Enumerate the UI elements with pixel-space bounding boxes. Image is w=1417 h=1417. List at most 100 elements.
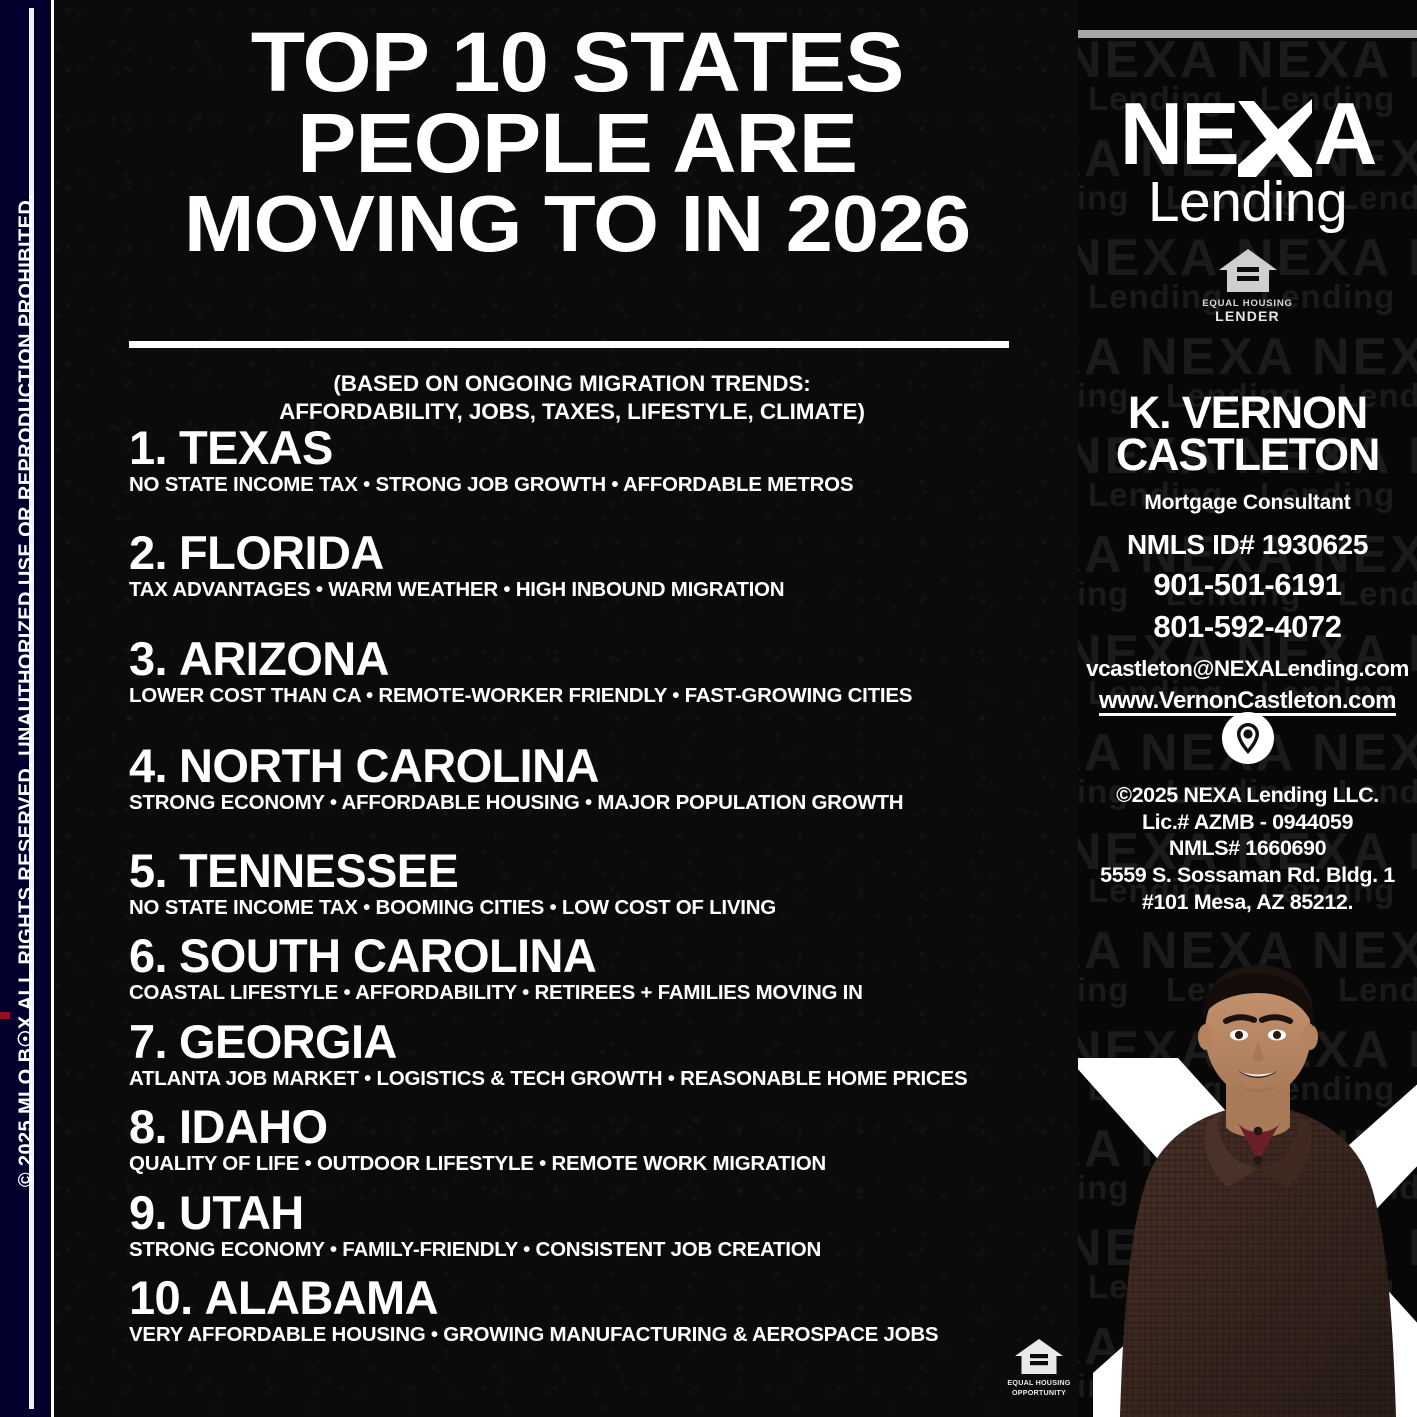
equal-housing-opportunity-badge: EQUAL HOUSING OPPORTUNITY: [1000, 1337, 1078, 1398]
rank-item: 8. IDAHO QUALITY OF LIFE • OUTDOOR LIFESTY…: [129, 1100, 826, 1176]
rank-number: 5.: [129, 844, 168, 897]
rank-item: 2. FLORIDA TAX ADVANTAGES • WARM WEATHER •…: [129, 526, 785, 602]
watermark-nexa-text: NEXA: [1078, 328, 1125, 386]
watermark-nexa-text: NEXA: [1408, 1218, 1417, 1278]
page-title: TOP 10 STATES PEOPLE ARE MOVING TO IN 20…: [100, 15, 1054, 268]
rank-description: ATLANTA JOB MARKET • LOGISTICS & TECH GR…: [129, 1067, 968, 1091]
rank-state-label: TEXAS: [179, 421, 333, 474]
address-line-2: Lic.# AZMB - 0944059: [1141, 809, 1354, 834]
company-address: ©2025 NEXA Lending LLC. Lic.# AZMB - 094…: [1078, 782, 1417, 915]
copyright-text: © 2025 MLO B☉X ALL RIGHTS RESERVED. UNAU…: [15, 193, 38, 1188]
rank-item: 9. UTAH STRONG ECONOMY • FAMILY-FRIENDLY •…: [129, 1186, 821, 1262]
headline-line-2: PEOPLE ARE: [296, 96, 858, 191]
nexa-letters-ne: NE: [1119, 84, 1240, 183]
nexa-logo: NE A Lending EQUAL HOUSING LENDER: [1078, 88, 1417, 324]
rank-state-name: 3. ARIZONA: [129, 632, 912, 685]
rank-state-label: TENNESSEE: [179, 844, 459, 897]
rail-hairline: [29, 8, 34, 1409]
ehl-lender-line-2: LENDER: [1215, 308, 1280, 324]
rank-description: LOWER COST THAN CA • REMOTE-WORKER FRIEN…: [129, 684, 913, 708]
rank-description: NO STATE INCOME TAX • STRONG JOB GROWTH …: [129, 473, 854, 497]
rank-state-label: ARIZONA: [179, 632, 390, 685]
agent-name-line-1: K. VERNON: [1127, 387, 1368, 438]
rank-state-label: GEORGIA: [179, 1015, 397, 1068]
rank-number: 4.: [129, 739, 168, 792]
address-line-4: 5559 S. Sossaman Rd. Bldg. 1: [1100, 862, 1395, 887]
subtitle-line-2: AFFORDABILITY, JOBS, TAXES, LIFESTYLE, C…: [279, 398, 865, 424]
brand-sidebar: NEXALendingNEXALendingNEXALendingNEXALen…: [1078, 0, 1417, 1417]
watermark-nexa-text: NEXA: [1408, 30, 1417, 90]
rank-item: 6. SOUTH CAROLINA COASTAL LIFESTYLE • AFFO…: [129, 929, 863, 1005]
ehl-lender-line-1: EQUAL HOUSING: [1202, 298, 1293, 309]
rank-state-name: 5. TENNESSEE: [129, 844, 776, 897]
rank-state-name: 4. NORTH CAROLINA: [129, 739, 903, 792]
rank-state-name: 1. TEXAS: [129, 421, 853, 474]
rank-number: 6.: [129, 929, 168, 982]
agent-phone-primary[interactable]: 901-501-6191: [1153, 566, 1342, 602]
rank-state-label: IDAHO: [179, 1100, 328, 1153]
rank-state-label: FLORIDA: [179, 526, 384, 579]
rank-description: STRONG ECONOMY • AFFORDABLE HOUSING • MA…: [129, 791, 904, 815]
ehl-opportunity-line-1: EQUAL HOUSING: [1007, 1378, 1071, 1387]
rank-item: 10. ALABAMA VERY AFFORDABLE HOUSING • GROW…: [129, 1271, 939, 1347]
agent-contact-card: K. VERNON CASTLETON Mortgage Consultant …: [1078, 387, 1417, 715]
agent-website-link[interactable]: www.VernonCastleton.com: [1099, 686, 1397, 714]
rank-description: NO STATE INCOME TAX • BOOMING CITIES • L…: [129, 896, 776, 920]
rank-item: 5. TENNESSEE NO STATE INCOME TAX • BOOMING…: [129, 844, 776, 920]
watermark-nexa-text: NEXA: [1236, 31, 1393, 89]
rank-state-name: 2. FLORIDA: [129, 526, 784, 579]
agent-nmls-id: NMLS ID# 1930625: [1126, 528, 1369, 560]
address-line-5: #101 Mesa, AZ 85212.: [1141, 889, 1354, 914]
rank-number: 9.: [129, 1186, 168, 1239]
rank-item: 7. GEORGIA ATLANTA JOB MARKET • LOGISTICS …: [129, 1015, 968, 1091]
rank-description: COASTAL LIFESTYLE • AFFORDABILITY • RETI…: [129, 981, 863, 1005]
watermark-nexa-text: NEXA: [1312, 328, 1417, 386]
address-line-1: ©2025 NEXA Lending LLC.: [1116, 783, 1379, 807]
subtitle-line-1: (BASED ON ONGOING MIGRATION TRENDS:: [333, 371, 811, 396]
headline-line-3: MOVING TO IN 2026: [183, 178, 971, 268]
agent-phone-secondary[interactable]: 801-592-4072: [1153, 609, 1342, 645]
rank-item: 4. NORTH CAROLINA STRONG ECONOMY • AFFORDA…: [129, 739, 904, 815]
nexa-lending-subtitle: Lending: [1147, 170, 1348, 234]
address-line-3: NMLS# 1660690: [1168, 836, 1327, 861]
nexa-x-icon: [1237, 99, 1312, 177]
location-pin-icon: [1221, 712, 1274, 764]
rank-state-name: 10. ALABAMA: [129, 1271, 938, 1324]
agent-name-line-2: CASTLETON: [1115, 429, 1381, 481]
rank-item: 1. TEXAS NO STATE INCOME TAX • STRONG JOB …: [129, 421, 854, 497]
rank-state-name: 9. UTAH: [129, 1186, 821, 1239]
subtitle: (BASED ON ONGOING MIGRATION TRENDS: AFFO…: [167, 370, 977, 426]
rank-state-label: SOUTH CAROLINA: [179, 929, 597, 982]
title-divider: [129, 341, 1009, 348]
watermark-nexa-text: NEXA: [1408, 1020, 1417, 1080]
rank-description: STRONG ECONOMY • FAMILY-FRIENDLY • CONSI…: [129, 1238, 821, 1262]
agent-job-title: Mortgage Consultant: [1144, 490, 1351, 514]
main-content: TOP 10 STATES PEOPLE ARE MOVING TO IN 20…: [57, 0, 1078, 1417]
agent-portrait-photo: [1120, 965, 1396, 1417]
headline-line-1: TOP 10 STATES: [250, 15, 905, 109]
rank-number: 1.: [129, 421, 168, 474]
ehl-opportunity-line-2: OPPORTUNITY: [1011, 1388, 1067, 1398]
rank-item: 3. ARIZONA LOWER COST THAN CA • REMOTE-WOR…: [129, 632, 913, 708]
house-icon: [1218, 249, 1277, 292]
watermark-nexa-text: NEXA: [1140, 328, 1297, 386]
rank-description: VERY AFFORDABLE HOUSING • GROWING MANUFA…: [129, 1323, 939, 1347]
rail-red-tick: [0, 1012, 10, 1019]
house-icon: [1015, 1339, 1063, 1374]
rank-description: TAX ADVANTAGES • WARM WEATHER • HIGH INB…: [129, 578, 785, 602]
rank-number: 2.: [129, 526, 168, 579]
rank-state-label: NORTH CAROLINA: [179, 739, 599, 792]
rank-state-name: 8. IDAHO: [129, 1100, 826, 1153]
watermark-nexa-text: NEXA: [1078, 31, 1221, 89]
rank-number: 7.: [129, 1015, 168, 1068]
rank-state-name: 7. GEORGIA: [129, 1015, 967, 1068]
nexa-wordmark: NE A: [1078, 88, 1417, 180]
copyright-rail: © 2025 MLO B☉X ALL RIGHTS RESERVED. UNAU…: [0, 0, 54, 1417]
location-pin-wrapper: [1078, 712, 1417, 769]
rank-description: QUALITY OF LIFE • OUTDOOR LIFESTYLE • RE…: [129, 1152, 826, 1176]
nexa-letter-a: A: [1313, 84, 1378, 183]
agent-email[interactable]: vcastleton@NEXALending.com: [1086, 655, 1409, 681]
rank-state-label: ALABAMA: [204, 1271, 439, 1324]
equal-housing-lender-badge: EQUAL HOUSING LENDER: [1078, 247, 1417, 324]
